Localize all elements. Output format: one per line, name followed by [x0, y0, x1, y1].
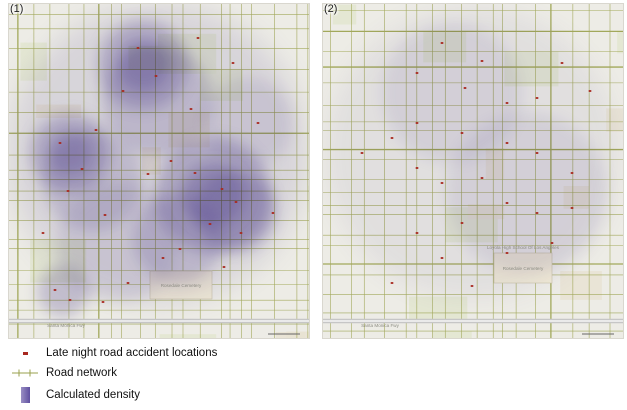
svg-text:Rosedale Cemetery: Rosedale Cemetery [161, 283, 202, 288]
svg-text:Santa Monica Fwy: Santa Monica Fwy [47, 323, 85, 328]
road-line-icon [10, 367, 40, 379]
density-patch-icon [10, 387, 40, 403]
panel-label-1: (1) [10, 3, 24, 15]
density-swatch [20, 387, 30, 403]
accident-points-layer [360, 42, 592, 287]
legend-item-accident-locations: Late night road accident locations [10, 344, 217, 362]
legend-label-roads: Road network [46, 367, 117, 379]
density-layer [8, 3, 308, 317]
accident-point-icon [10, 351, 40, 355]
legend-item-road-network: Road network [10, 364, 217, 382]
map-panel-1: Rosedale Cemetery Santa Monica Fwy (1) [8, 3, 310, 339]
legend-label-density: Calculated density [46, 389, 140, 401]
density-layer [327, 8, 617, 298]
map-panels: Rosedale Cemetery Santa Monica Fwy (1) Lo… [8, 3, 624, 339]
accident-swatch [22, 351, 28, 355]
legend: Late night road accident locations Road … [10, 344, 217, 408]
legend-item-calculated-density: Calculated density [10, 384, 217, 406]
map-panel-2: Loyola High School Of Los Angeles Rosedal… [322, 3, 624, 339]
accident-points-layer [41, 37, 275, 303]
svg-text:Rosedale Cemetery: Rosedale Cemetery [503, 266, 544, 271]
svg-text:Loyola High School Of Los Ange: Loyola High School Of Los Angeles [487, 245, 560, 250]
legend-label-accidents: Late night road accident locations [46, 347, 218, 359]
map-canvas-network-density: Loyola High School Of Los Angeles Rosedal… [322, 3, 624, 339]
panel-label-2: (2) [324, 3, 338, 15]
map-canvas-planar-density: Rosedale Cemetery Santa Monica Fwy [8, 3, 310, 339]
road-line-glyph [12, 369, 38, 377]
map-labels: Loyola High School Of Los Angeles Rosedal… [361, 245, 560, 328]
svg-text:Santa Monica Fwy: Santa Monica Fwy [361, 323, 399, 328]
map-labels: Rosedale Cemetery Santa Monica Fwy [47, 283, 202, 328]
